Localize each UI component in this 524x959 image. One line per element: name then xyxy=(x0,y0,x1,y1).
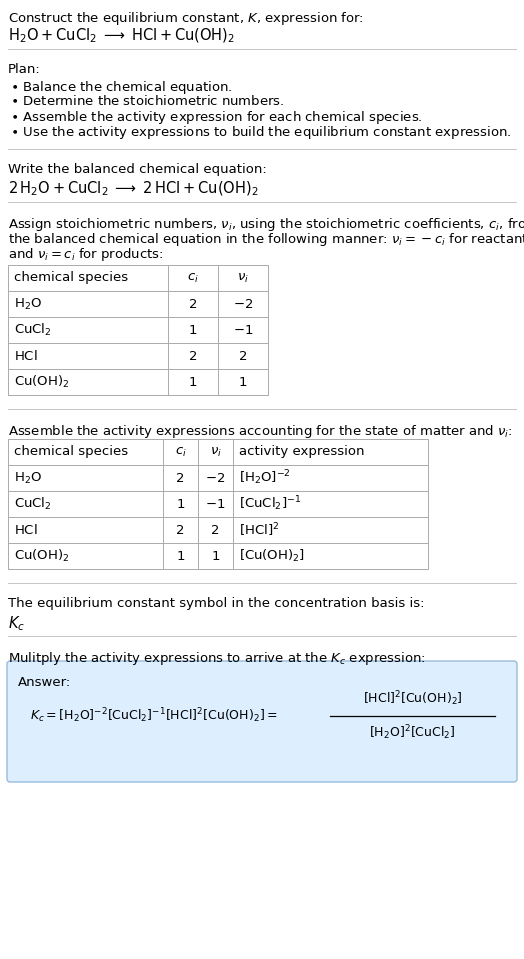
Text: $[\mathrm{HCl}]^{2} [\mathrm{Cu(OH)_2}]$: $[\mathrm{HCl}]^{2} [\mathrm{Cu(OH)_2}]$ xyxy=(363,690,462,709)
Text: 2: 2 xyxy=(176,472,185,484)
Text: $\mathrm{H_2O}$: $\mathrm{H_2O}$ xyxy=(14,471,42,485)
Text: $\mathrm{HCl}$: $\mathrm{HCl}$ xyxy=(14,523,38,537)
Text: $-1$: $-1$ xyxy=(233,323,253,337)
Text: $\mathrm{HCl}$: $\mathrm{HCl}$ xyxy=(14,349,38,363)
Text: Assign stoichiometric numbers, $\nu_i$, using the stoichiometric coefficients, $: Assign stoichiometric numbers, $\nu_i$, … xyxy=(8,216,524,233)
Bar xyxy=(8,265,268,395)
Text: $\mathrm{Cu(OH)_2}$: $\mathrm{Cu(OH)_2}$ xyxy=(14,548,69,564)
Text: $\nu_i$: $\nu_i$ xyxy=(210,445,222,458)
Text: chemical species: chemical species xyxy=(14,446,128,458)
Text: $[\mathrm{H_2O}]^{-2}$: $[\mathrm{H_2O}]^{-2}$ xyxy=(239,469,291,487)
Text: Mulitply the activity expressions to arrive at the $K_c$ expression:: Mulitply the activity expressions to arr… xyxy=(8,650,426,667)
Text: $K_c$: $K_c$ xyxy=(8,614,25,633)
Text: 1: 1 xyxy=(189,376,197,388)
Text: $-1$: $-1$ xyxy=(205,498,226,510)
Text: Answer:: Answer: xyxy=(18,676,71,689)
Text: Assemble the activity expressions accounting for the state of matter and $\nu_i$: Assemble the activity expressions accoun… xyxy=(8,423,512,440)
Text: 1: 1 xyxy=(189,323,197,337)
Text: $-2$: $-2$ xyxy=(233,297,253,311)
Text: Plan:: Plan: xyxy=(8,63,41,76)
Text: $\mathrm{CuCl_2}$: $\mathrm{CuCl_2}$ xyxy=(14,322,51,339)
Text: $\nu_i$: $\nu_i$ xyxy=(237,271,249,285)
Text: chemical species: chemical species xyxy=(14,271,128,285)
Text: $c_i$: $c_i$ xyxy=(187,271,199,285)
Text: $[\mathrm{H_2O}]^{2} [\mathrm{CuCl_2}]$: $[\mathrm{H_2O}]^{2} [\mathrm{CuCl_2}]$ xyxy=(369,724,456,742)
Text: $K_c = [\mathrm{H_2O}]^{-2} [\mathrm{CuCl_2}]^{-1} [\mathrm{HCl}]^{2} [\mathrm{C: $K_c = [\mathrm{H_2O}]^{-2} [\mathrm{CuC… xyxy=(30,707,278,725)
Text: $-2$: $-2$ xyxy=(205,472,226,484)
Text: Write the balanced chemical equation:: Write the balanced chemical equation: xyxy=(8,163,267,176)
Text: Construct the equilibrium constant, $K$, expression for:: Construct the equilibrium constant, $K$,… xyxy=(8,10,364,27)
Text: $[\mathrm{HCl}]^{2}$: $[\mathrm{HCl}]^{2}$ xyxy=(239,522,279,539)
Text: and $\nu_i = c_i$ for products:: and $\nu_i = c_i$ for products: xyxy=(8,246,163,263)
Text: 2: 2 xyxy=(239,349,247,363)
Text: 1: 1 xyxy=(239,376,247,388)
Text: $\mathrm{Cu(OH)_2}$: $\mathrm{Cu(OH)_2}$ xyxy=(14,374,69,390)
Text: $\bullet$ Determine the stoichiometric numbers.: $\bullet$ Determine the stoichiometric n… xyxy=(10,94,285,108)
Text: 1: 1 xyxy=(176,550,185,563)
Text: $\bullet$ Assemble the activity expression for each chemical species.: $\bullet$ Assemble the activity expressi… xyxy=(10,109,423,126)
Text: $\mathrm{2\,H_2O + CuCl_2 \;\longrightarrow\; 2\,HCl + Cu(OH)_2}$: $\mathrm{2\,H_2O + CuCl_2 \;\longrightar… xyxy=(8,180,258,199)
FancyBboxPatch shape xyxy=(7,661,517,782)
Text: $\mathrm{H_2O + CuCl_2 \;\longrightarrow\; HCl + Cu(OH)_2}$: $\mathrm{H_2O + CuCl_2 \;\longrightarrow… xyxy=(8,27,235,45)
Text: 2: 2 xyxy=(176,524,185,536)
Text: 2: 2 xyxy=(189,349,197,363)
Text: The equilibrium constant symbol in the concentration basis is:: The equilibrium constant symbol in the c… xyxy=(8,597,424,610)
Bar xyxy=(8,439,428,569)
Text: 1: 1 xyxy=(176,498,185,510)
Text: $\mathrm{CuCl_2}$: $\mathrm{CuCl_2}$ xyxy=(14,496,51,512)
Text: $\mathrm{H_2O}$: $\mathrm{H_2O}$ xyxy=(14,296,42,312)
Text: 2: 2 xyxy=(189,297,197,311)
Text: 1: 1 xyxy=(211,550,220,563)
Text: activity expression: activity expression xyxy=(239,446,365,458)
Text: $[\mathrm{CuCl_2}]^{-1}$: $[\mathrm{CuCl_2}]^{-1}$ xyxy=(239,495,301,513)
Text: the balanced chemical equation in the following manner: $\nu_i = -c_i$ for react: the balanced chemical equation in the fo… xyxy=(8,231,524,248)
Text: $c_i$: $c_i$ xyxy=(174,445,187,458)
Text: 2: 2 xyxy=(211,524,220,536)
Text: $\bullet$ Use the activity expressions to build the equilibrium constant express: $\bullet$ Use the activity expressions t… xyxy=(10,124,511,141)
Text: $\bullet$ Balance the chemical equation.: $\bullet$ Balance the chemical equation. xyxy=(10,79,233,96)
Text: $[\mathrm{Cu(OH)_2}]$: $[\mathrm{Cu(OH)_2}]$ xyxy=(239,548,305,564)
